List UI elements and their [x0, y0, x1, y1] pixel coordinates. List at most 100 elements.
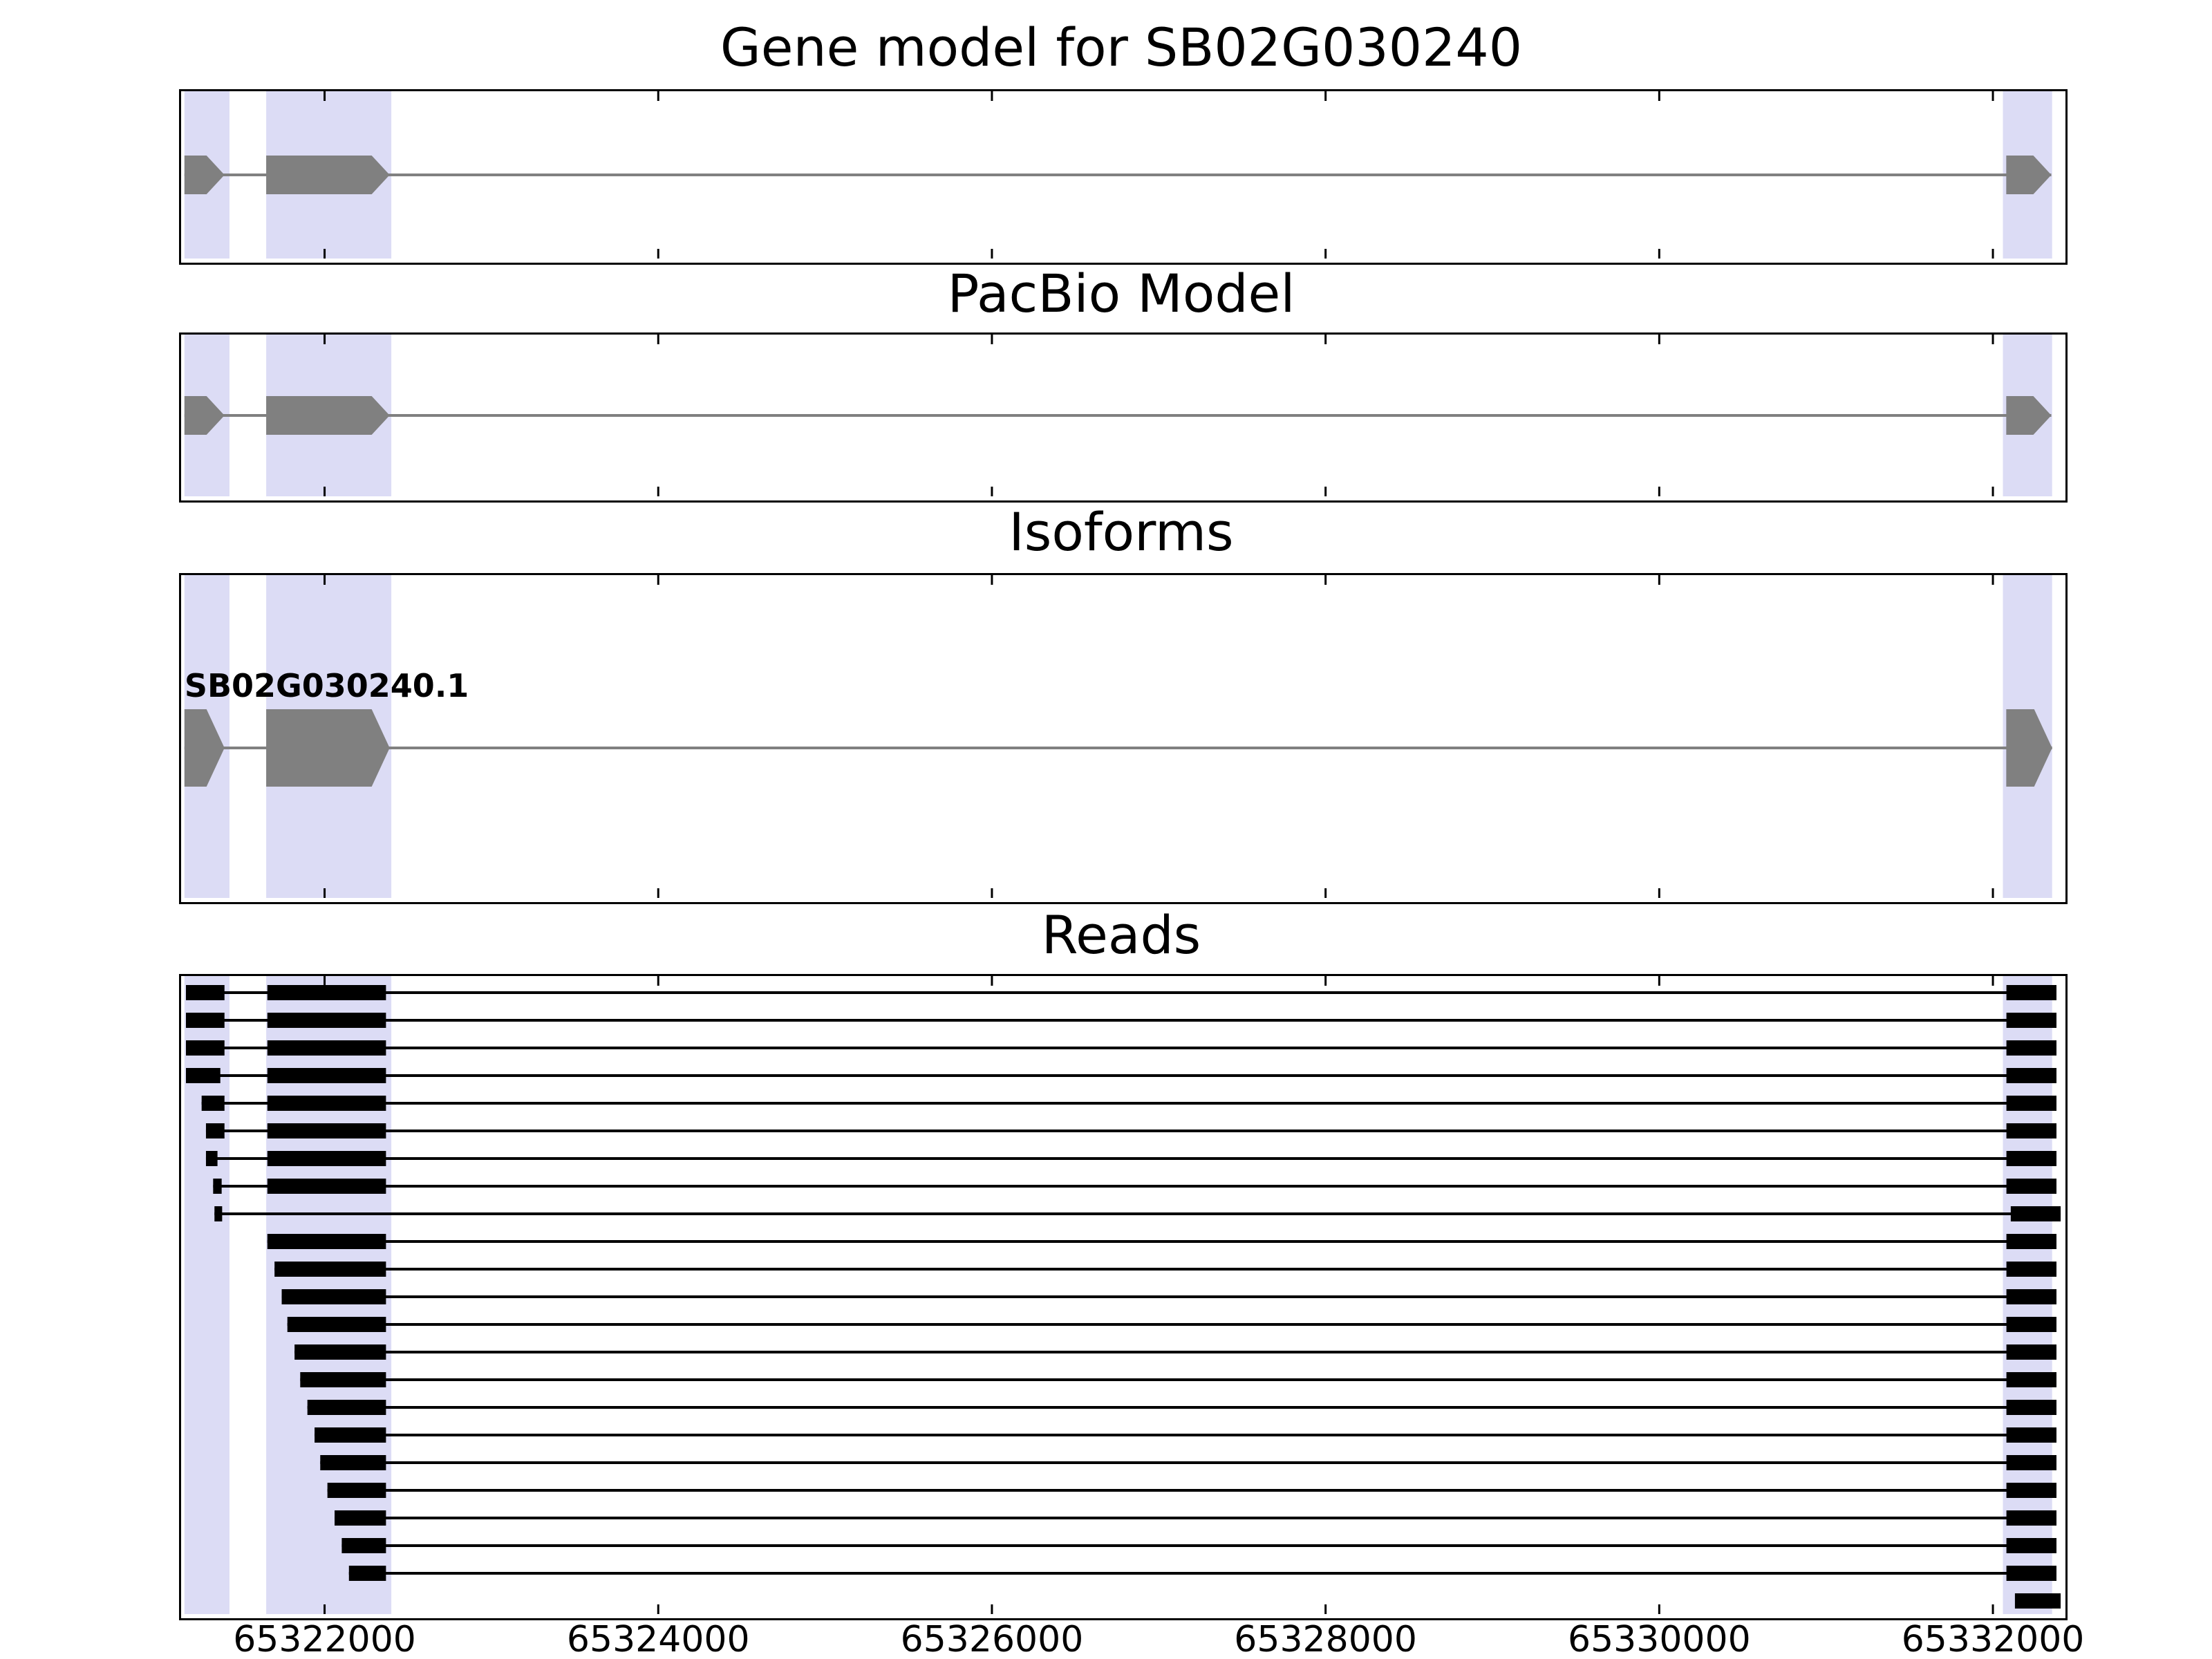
read-block: [274, 1262, 386, 1277]
read-block: [2014, 1593, 2061, 1609]
pacbio-panel: [179, 332, 2068, 503]
read-row: [307, 1400, 2057, 1415]
isoforms-plot: SB02G030240.1: [184, 575, 2052, 898]
read-row: [335, 1510, 2057, 1526]
read-block: [287, 1317, 386, 1332]
read-row: [2014, 1593, 2061, 1609]
x-tick-label: 65324000: [566, 1619, 750, 1659]
x-tick-label: 65322000: [233, 1619, 416, 1659]
pacbio-title: PacBio Model: [947, 263, 1295, 324]
read-block: [2006, 1400, 2057, 1415]
read-block: [348, 1566, 386, 1581]
read-block: [2006, 1123, 2057, 1138]
read-block: [2006, 1013, 2057, 1028]
read-block: [2006, 1538, 2057, 1553]
read-block: [2006, 1372, 2057, 1387]
read-block: [2006, 1455, 2057, 1470]
x-tick-label: 65326000: [900, 1619, 1084, 1659]
read-block: [267, 985, 386, 1000]
exon-block: [2006, 709, 2052, 787]
read-block: [2006, 1510, 2057, 1526]
read-block: [335, 1510, 386, 1526]
read-row: [300, 1372, 2057, 1387]
read-block: [185, 985, 225, 1000]
read-row: [213, 1179, 2057, 1194]
read-block: [2006, 1483, 2057, 1498]
read-block: [2006, 1151, 2057, 1166]
read-block: [307, 1400, 386, 1415]
pacbio-model-plot: [184, 335, 2052, 496]
read-block: [2006, 1262, 2057, 1277]
exon-block: [266, 709, 390, 787]
read-row: [205, 1151, 2057, 1166]
reads-title: Reads: [1041, 904, 1201, 966]
read-block: [2006, 1234, 2057, 1249]
read-row: [341, 1538, 2057, 1553]
read-block: [2006, 1427, 2057, 1443]
read-block: [267, 1096, 386, 1111]
read-block: [267, 1068, 386, 1083]
read-row: [287, 1317, 2057, 1332]
reads-panel: [179, 974, 2068, 1620]
exon-block: [266, 396, 390, 435]
exon-block: [2006, 396, 2052, 435]
read-row: [327, 1483, 2057, 1498]
read-block: [185, 1013, 225, 1028]
isoforms-panel: SB02G030240.1: [179, 573, 2068, 904]
x-tick-label: 65330000: [1568, 1619, 1751, 1659]
exon-block: [266, 156, 390, 194]
exon-block: [184, 396, 225, 435]
read-block: [2006, 1344, 2057, 1360]
read-row: [281, 1289, 2057, 1304]
reads-plot: [184, 976, 2061, 1614]
read-block: [2006, 1068, 2057, 1083]
x-tick-label: 65332000: [1901, 1619, 2085, 1659]
exon-block: [184, 156, 225, 194]
read-block: [267, 1179, 386, 1194]
gene-model-title: Gene model for SB02G030240: [720, 17, 1523, 78]
x-axis: 65322000 65324000 65326000 65328000 65330000…: [181, 1619, 2084, 1659]
read-row: [205, 1123, 2057, 1138]
exon-block: [184, 709, 225, 787]
exon-block: [2006, 156, 2052, 194]
read-block: [185, 1068, 221, 1083]
read-block: [205, 1151, 218, 1166]
x-tick-label: 65328000: [1234, 1619, 1417, 1659]
read-block: [2010, 1206, 2061, 1221]
read-block: [2006, 1096, 2057, 1111]
read-block: [214, 1206, 223, 1221]
read-row: [274, 1262, 2057, 1277]
read-block: [267, 1123, 386, 1138]
read-block: [320, 1455, 386, 1470]
read-block: [267, 1013, 386, 1028]
read-block: [2006, 1317, 2057, 1332]
read-block: [2006, 1289, 2057, 1304]
read-row: [315, 1427, 2057, 1443]
read-row: [185, 1068, 2057, 1083]
read-row: [185, 1040, 2057, 1056]
read-block: [281, 1289, 386, 1304]
read-block: [2006, 1566, 2057, 1581]
read-block: [267, 1151, 386, 1166]
read-row: [214, 1206, 2061, 1221]
read-block: [267, 1040, 386, 1056]
read-block: [300, 1372, 386, 1387]
read-block: [2006, 1040, 2057, 1056]
read-block: [201, 1096, 225, 1111]
read-block: [2006, 1179, 2057, 1194]
read-row: [185, 985, 2057, 1000]
read-row: [185, 1013, 2057, 1028]
gene-model-panel: [179, 89, 2068, 265]
gene-model-plot: [184, 91, 2052, 259]
read-block: [185, 1040, 225, 1056]
isoforms-title: Isoforms: [1009, 501, 1234, 563]
read-block: [2006, 985, 2057, 1000]
read-block: [294, 1344, 386, 1360]
read-block: [267, 1234, 386, 1249]
isoform-label: SB02G030240.1: [185, 667, 469, 704]
read-row: [294, 1344, 2057, 1360]
read-block: [327, 1483, 386, 1498]
read-block: [341, 1538, 386, 1553]
read-row: [320, 1455, 2057, 1470]
